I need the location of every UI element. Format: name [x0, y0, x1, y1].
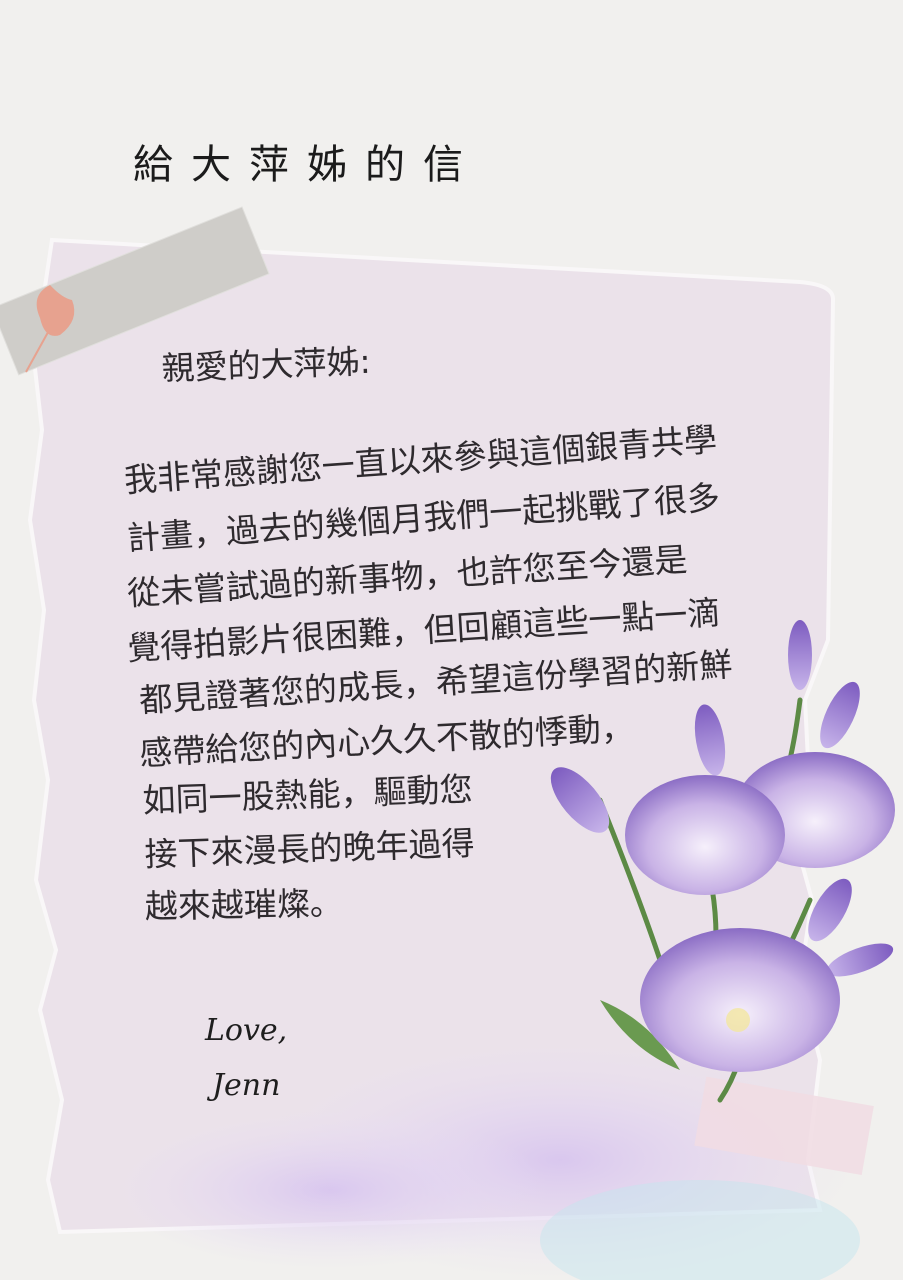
sign-off: Love,: [204, 1013, 287, 1048]
letter-line: 越來越璀燦。: [144, 884, 343, 926]
flowers: [550, 620, 895, 1103]
greeting: 親愛的大萍姊:: [161, 342, 371, 388]
signature: Jenn: [206, 1068, 280, 1103]
leaf: [36, 285, 75, 336]
watercolor: [540, 1180, 860, 1280]
tape: [694, 1076, 874, 1176]
title: 給大萍姊的信: [133, 142, 481, 188]
watercolor: [110, 1110, 550, 1270]
paper: [27, 237, 835, 1235]
